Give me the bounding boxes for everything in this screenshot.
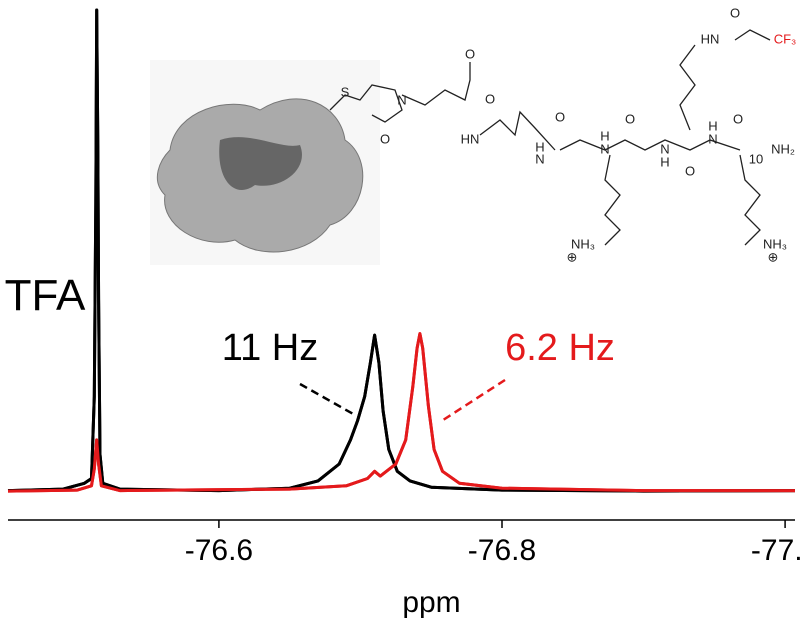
bond [739, 154, 761, 246]
structure-label: HN [701, 31, 720, 46]
spectrum-line [7, 8, 796, 493]
structure-label: S [341, 84, 350, 99]
spectrum-line [7, 332, 795, 493]
bond [734, 29, 771, 41]
protein-groove [219, 137, 302, 190]
structure-label: H [708, 118, 717, 133]
structure-label: O [730, 5, 740, 20]
structure-label: O [465, 46, 475, 61]
structure-label: N [708, 131, 717, 146]
structure-label: O [733, 111, 743, 126]
structure-label: ⊕ [567, 249, 578, 264]
structure-label: CF₃ [774, 31, 797, 46]
structure-label: O [485, 91, 495, 106]
x-tick-label: -77.0 [751, 534, 800, 567]
spectrum-line [7, 332, 795, 493]
structure-label: N [397, 92, 406, 107]
structure-label: H [600, 128, 609, 143]
structure-label: O [685, 163, 695, 178]
structure-label: NH₃ [571, 236, 595, 251]
structure-label: NH₃ [763, 236, 787, 251]
structure-label: ⊕ [768, 249, 779, 264]
peak-label: TFA [5, 271, 86, 320]
leader-line [299, 382, 356, 417]
structure-label: O [380, 131, 390, 146]
structure-label: H [660, 154, 669, 169]
structure-label: 10 [749, 151, 763, 166]
structure-label: N [660, 141, 669, 156]
bond [559, 139, 741, 151]
spectrum-line [7, 8, 796, 493]
leader-line [439, 378, 506, 424]
structure-label: O [625, 111, 635, 126]
x-tick-label: -76.8 [468, 534, 536, 567]
legend-label: 11 Hz [222, 327, 318, 369]
structure-label: HN [461, 131, 480, 146]
x-axis-label: ppm [402, 586, 460, 619]
structure-label: NH₂ [771, 141, 795, 156]
bond [604, 154, 621, 246]
structure-label: N [600, 141, 609, 156]
bond [479, 110, 556, 151]
legend-label: 6.2 Hz [505, 327, 615, 369]
bond [401, 62, 471, 106]
structure-label: H [535, 139, 544, 154]
bond [679, 44, 696, 131]
structure-label: N [535, 151, 544, 166]
x-tick-label: -76.6 [185, 534, 253, 567]
bond [329, 84, 403, 123]
structure-label: O [555, 109, 565, 124]
